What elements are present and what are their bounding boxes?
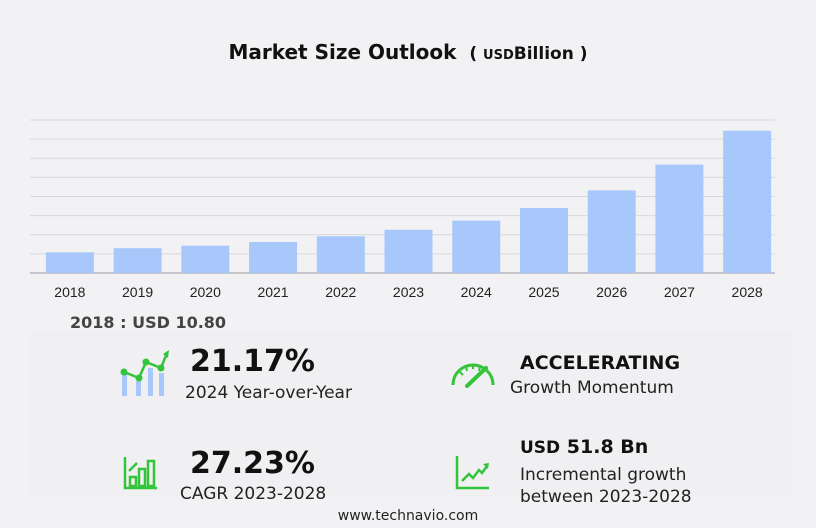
cagr-value: 27.23% (190, 446, 315, 481)
x-tick-label: 2021 (257, 284, 288, 300)
bar-2022 (316, 236, 365, 273)
momentum-label: Growth Momentum (510, 378, 674, 398)
x-tick-label: 2028 (732, 284, 763, 300)
bar-2025 (519, 207, 568, 273)
growth-chart-icon (120, 350, 169, 396)
cagr-bars-icon (123, 457, 157, 490)
x-tick-label: 2018 (54, 284, 85, 300)
yoy-label: 2024 Year-over-Year (185, 383, 352, 403)
x-tick-label: 2020 (190, 284, 221, 300)
x-tick-label: 2027 (664, 284, 695, 300)
bar-2018 (45, 252, 94, 273)
bar-2028 (723, 130, 772, 273)
unit-currency: USD (483, 48, 514, 63)
title-unit: ( USDBillion ) (463, 44, 587, 64)
incremental-growth-icon (455, 456, 489, 490)
bar-2024 (452, 220, 501, 273)
x-tick-label: 2025 (528, 284, 559, 300)
incremental-label-2: between 2023-2028 (520, 487, 692, 507)
bar-2019 (113, 248, 162, 273)
chart-title: Market Size Outlook ( USDBillion ) (0, 40, 816, 64)
bar-2020 (181, 245, 230, 273)
incremental-value: USD 51.8 Bn (520, 436, 648, 458)
bar-2021 (249, 242, 298, 273)
bar-2023 (384, 229, 433, 273)
base-year-value: 2018 : USD 10.80 (70, 313, 227, 332)
yoy-value: 21.17% (190, 344, 315, 379)
momentum-value: ACCELERATING (520, 352, 681, 374)
bar-2027 (655, 164, 704, 273)
unit-close: ) (579, 44, 588, 64)
title-text: Market Size Outlook (228, 40, 457, 64)
x-tick-label: 2024 (461, 284, 492, 300)
bar-2026 (587, 190, 636, 273)
footer-url[interactable]: www.technavio.com (337, 508, 479, 524)
speedometer-icon (451, 363, 495, 388)
cagr-label: CAGR 2023-2028 (180, 484, 327, 504)
x-tick-label: 2019 (122, 284, 153, 300)
incremental-amount: 51.8 Bn (566, 436, 649, 458)
incremental-currency: USD (520, 438, 561, 458)
incremental-label-1: Incremental growth (520, 465, 687, 485)
unit-scale: Billion (513, 44, 574, 64)
x-tick-label: 2022 (325, 284, 356, 300)
x-tick-label: 2026 (596, 284, 627, 300)
kpi-panel (30, 330, 792, 496)
x-tick-label: 2023 (393, 284, 424, 300)
bar-chart: 2018 2019 2020 2021 2022 2023 2024 2025 2026 2027… (30, 119, 775, 300)
unit-open: ( (469, 44, 478, 64)
